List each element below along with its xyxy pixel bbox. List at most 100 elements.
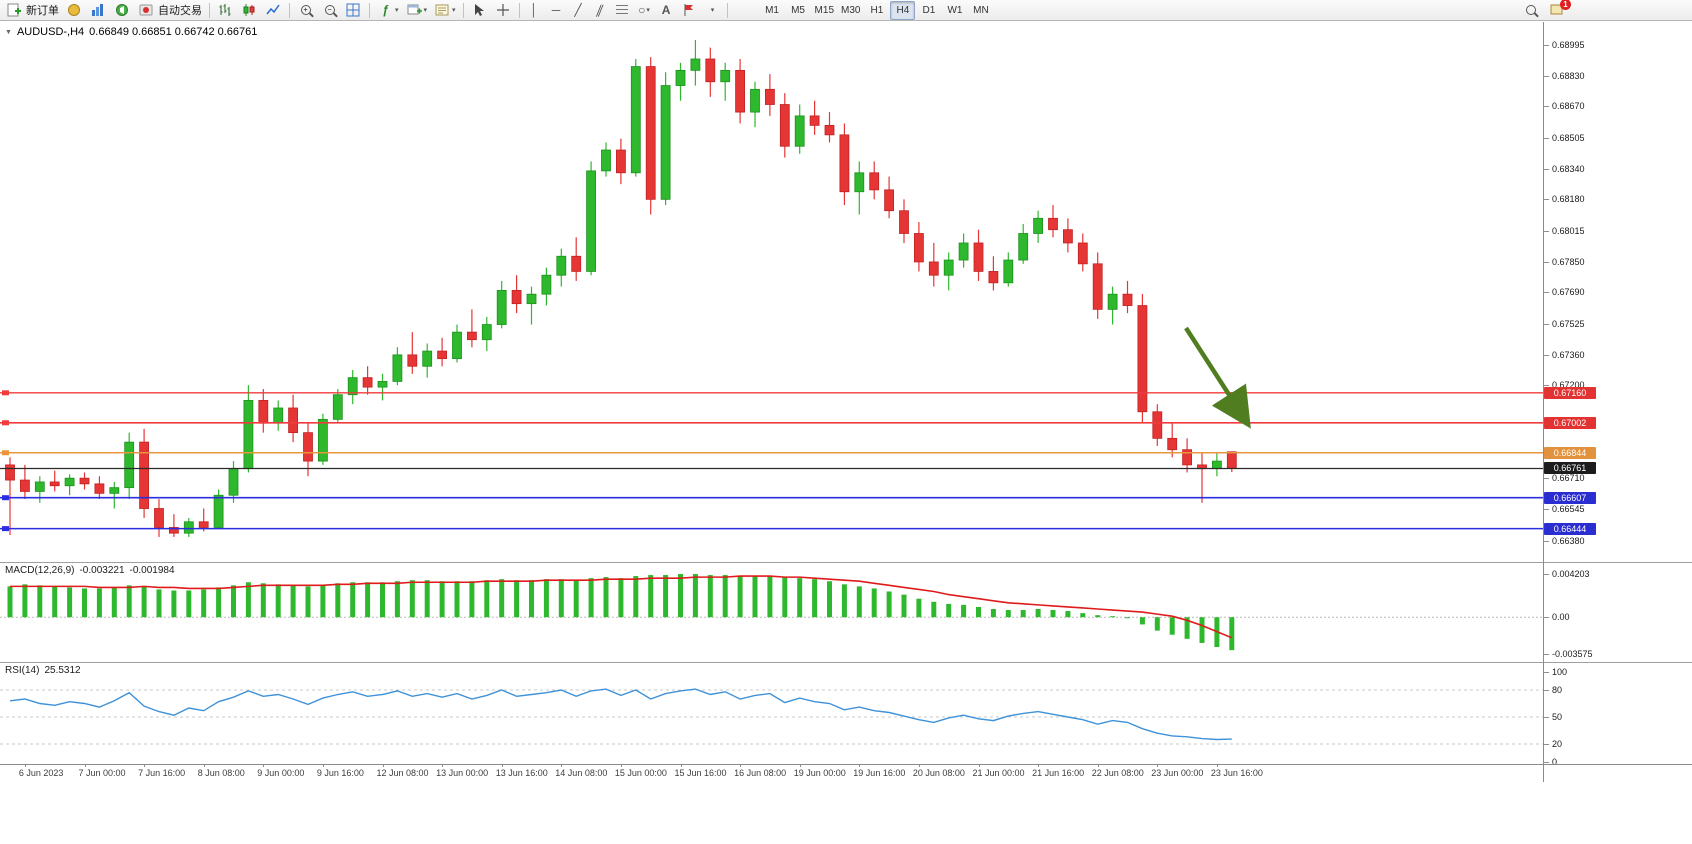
rsi-pane[interactable]: RSI(14) 25.5312 xyxy=(0,662,1543,764)
toolbar: 新订单 自动交易 + xyxy=(0,0,1692,21)
funds-button[interactable] xyxy=(63,1,86,20)
horizontal-line-button[interactable]: ─ xyxy=(546,1,567,20)
time-axis-label: 23 Jun 00:00 xyxy=(1151,768,1204,778)
timeframe-button-mn[interactable]: MN xyxy=(968,1,993,20)
chart-expander-icon[interactable]: ▼ xyxy=(5,28,12,36)
timeframe-button-m30[interactable]: M30 xyxy=(838,1,863,20)
magnifier-minus-icon: − xyxy=(321,2,338,18)
chevron-down-icon: ▾ xyxy=(646,7,650,14)
gold-coin-icon xyxy=(66,2,83,18)
chevron-down-icon: ▾ xyxy=(423,7,428,14)
notification-badge: 1 xyxy=(1560,0,1571,10)
line-chart-icon xyxy=(265,2,282,18)
macd-axis-label: -0.003575 xyxy=(1544,649,1593,659)
timeframe-button-m5[interactable]: M5 xyxy=(786,1,811,20)
main-price-pane[interactable]: ▼ AUDUSD-,H4 0.66849 0.66851 0.66742 0.6… xyxy=(0,22,1543,562)
price-tick-label: 0.68670 xyxy=(1544,101,1585,112)
auto-trading-button[interactable]: 自动交易 xyxy=(135,1,205,20)
toolbar-separator xyxy=(369,2,370,18)
crosshair-button[interactable] xyxy=(492,1,515,20)
time-tick xyxy=(84,764,86,767)
chevron-down-icon: ▾ xyxy=(710,7,715,14)
rsi-chart[interactable] xyxy=(0,662,1543,764)
time-tick xyxy=(263,764,265,767)
timeframe-button-h1[interactable]: H1 xyxy=(864,1,889,20)
toolbar-right-group: 1 xyxy=(1519,0,1571,20)
price-axis[interactable]: 0.68995 0.68830 0.68670 0.68505 0.68340 0.681… xyxy=(1543,22,1692,782)
price-tick-label: 0.66380 xyxy=(1544,535,1585,546)
auto-trading-icon xyxy=(138,2,155,18)
candlestick-chart[interactable] xyxy=(0,22,1543,562)
new-order-button[interactable]: 新订单 xyxy=(3,1,62,20)
candles-chart-type-button[interactable] xyxy=(238,1,261,20)
timeframe-button-h4[interactable]: H4 xyxy=(890,0,916,20)
notifications-button[interactable]: 1 xyxy=(1546,0,1571,20)
macd-histogram xyxy=(7,574,1235,651)
macd-chart[interactable] xyxy=(0,562,1543,662)
price-tick-label: 0.68995 xyxy=(1544,39,1585,50)
shapes-button[interactable]: ○ ▾ xyxy=(634,1,655,20)
bars-chart-type-button[interactable] xyxy=(214,1,237,20)
time-axis-label: 14 Jun 08:00 xyxy=(555,768,608,778)
macd-pane[interactable]: MACD(12,26,9) -0.003221 -0.001984 xyxy=(0,562,1543,662)
chevron-down-icon: ▾ xyxy=(452,7,456,14)
macd-axis-label: 0.004203 xyxy=(1544,569,1590,579)
text-button[interactable]: A xyxy=(656,1,677,20)
macd-signal-line xyxy=(10,575,1233,639)
time-axis[interactable]: 6 Jun 2023 7 Jun 00:00 7 Jun 16:00 8 Jun 08… xyxy=(0,764,1543,782)
timeframe-button-w1[interactable]: W1 xyxy=(942,1,967,20)
time-axis-border xyxy=(0,764,1692,765)
time-tick xyxy=(203,764,205,767)
toolbar-separator xyxy=(289,2,290,18)
price-line-badge: 0.66607 xyxy=(1544,491,1596,504)
price-tick-label: 0.68340 xyxy=(1544,163,1585,174)
ellipse-icon: ○ xyxy=(638,3,646,17)
time-axis-label: 21 Jun 00:00 xyxy=(972,768,1025,778)
toolbar-separator xyxy=(726,2,728,18)
new-chart-button[interactable]: ▾ xyxy=(403,1,431,20)
search-button[interactable] xyxy=(1519,1,1542,20)
window-icon: 1 xyxy=(1549,0,1571,18)
time-axis-label: 22 Jun 08:00 xyxy=(1091,768,1144,778)
time-tick xyxy=(680,764,682,767)
time-axis-label: 12 Jun 08:00 xyxy=(376,768,429,778)
time-axis-label: 13 Jun 16:00 xyxy=(495,768,548,778)
down-arrow-annotation[interactable] xyxy=(1184,326,1251,429)
price-tick-label: 0.67360 xyxy=(1544,349,1585,360)
market-watch-button[interactable] xyxy=(87,1,110,20)
vertical-line-button[interactable]: │ xyxy=(524,1,545,20)
cursor-button[interactable] xyxy=(468,1,491,20)
time-tick xyxy=(740,764,742,767)
time-axis-label: 9 Jun 00:00 xyxy=(257,768,305,778)
timeframe-button-d1[interactable]: D1 xyxy=(916,1,941,20)
rsi-axis-label: 20 xyxy=(1543,739,1563,749)
indicators-button[interactable]: ƒ ▾ xyxy=(374,1,402,20)
tile-windows-button[interactable] xyxy=(342,1,365,20)
price-line-badge: 0.66761 xyxy=(1544,462,1596,475)
template-icon xyxy=(434,2,451,18)
timeframe-button-m15[interactable]: M15 xyxy=(812,1,837,20)
crosshair-icon xyxy=(495,2,512,18)
timeframe-group: M1 M5 M15 M30 H1 H4 D1 W1 MN xyxy=(760,0,994,20)
cursor-arrow-icon xyxy=(471,2,488,18)
pane-splitter[interactable] xyxy=(0,662,1692,663)
time-tick xyxy=(144,764,146,767)
objects-more-button[interactable]: ▾ xyxy=(702,1,723,20)
line-chart-type-button[interactable] xyxy=(262,1,285,20)
sounds-button[interactable] xyxy=(111,1,134,20)
label-button[interactable] xyxy=(678,1,701,20)
macd-axis-label: 0.00 xyxy=(1544,612,1570,623)
chevron-down-icon: ▾ xyxy=(395,7,399,14)
toolbar-separator xyxy=(209,2,210,18)
trendline-button[interactable]: ╱ xyxy=(568,1,589,20)
zoom-out-button[interactable]: − xyxy=(318,1,341,20)
time-axis-label: 6 Jun 2023 xyxy=(18,768,64,778)
time-tick xyxy=(918,764,920,767)
zoom-in-button[interactable]: + xyxy=(294,1,317,20)
pane-splitter[interactable] xyxy=(0,562,1692,563)
templates-button[interactable]: ▾ xyxy=(431,1,459,20)
timeframe-button-m1[interactable]: M1 xyxy=(760,1,785,20)
channel-button[interactable]: ∥ xyxy=(590,1,611,20)
price-tick-label: 0.66545 xyxy=(1544,504,1585,515)
fibonacci-button[interactable] xyxy=(612,1,633,20)
